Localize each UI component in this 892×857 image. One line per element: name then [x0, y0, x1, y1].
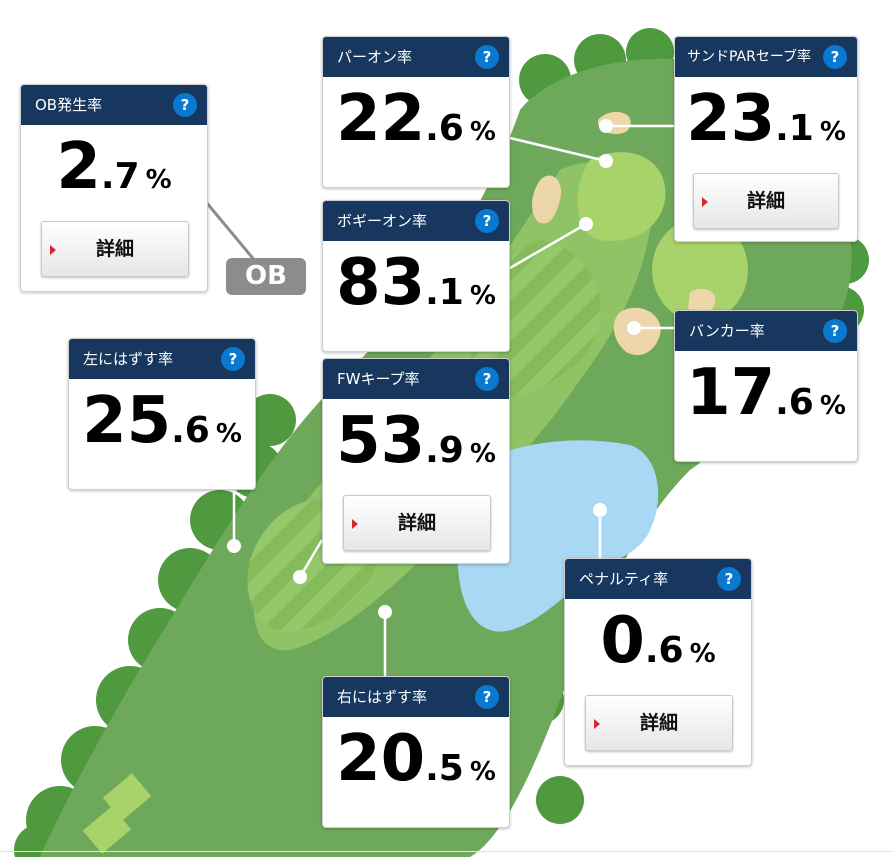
penalty-detail-button[interactable]: 詳細	[585, 695, 733, 751]
value-percent: %	[819, 117, 846, 147]
detail-label: 詳細	[746, 190, 785, 212]
detail-label: 詳細	[397, 512, 436, 534]
bunker-rate-header: バンカー率 ?	[675, 311, 857, 351]
arrow-right-icon	[352, 519, 358, 529]
arrow-right-icon	[702, 197, 708, 207]
sand-save-rate-header: サンドPARセーブ率 ?	[675, 37, 857, 77]
value-percent: %	[469, 439, 496, 469]
fw-keep-rate-value: 53.9%	[323, 405, 509, 493]
par-on-rate-label: パーオン率	[337, 48, 413, 66]
value-decimal: .7	[100, 156, 140, 197]
value-decimal: .1	[425, 272, 464, 313]
value-decimal: .6	[171, 410, 210, 451]
sand-save-rate-label: サンドPARセーブ率	[687, 49, 812, 65]
miss-left-rate-label: 左にはずす率	[83, 350, 174, 368]
value-decimal: .6	[425, 108, 464, 149]
help-icon[interactable]: ?	[823, 45, 847, 69]
value-percent: %	[215, 419, 242, 449]
value-integer: 0	[600, 604, 645, 678]
value-integer: 25	[82, 384, 172, 458]
bogey-on-rate-label: ボギーオン率	[337, 212, 428, 230]
bottom-divider	[0, 851, 892, 852]
bunker-rate-label: バンカー率	[689, 322, 765, 340]
value-decimal: .6	[644, 630, 684, 671]
fw-keep-rate-label: FWキープ率	[337, 370, 420, 388]
value-percent: %	[469, 757, 496, 787]
arrow-right-icon	[594, 719, 600, 729]
value-percent: %	[145, 165, 172, 195]
ob-rate-label: OB発生率	[35, 96, 103, 114]
ob-rate-card: OB発生率 ? 2.7% 詳細	[20, 84, 208, 292]
fw-keep-rate-header: FWキープ率 ?	[323, 359, 509, 399]
fairway-patch	[652, 218, 748, 322]
value-integer: 83	[336, 246, 426, 320]
bunker-rate-card: バンカー率 ? 17.6%	[674, 310, 858, 462]
miss-right-rate-header: 右にはずす率 ?	[323, 677, 509, 717]
help-icon[interactable]: ?	[717, 567, 741, 591]
penalty-rate-label: ペナルティ率	[579, 570, 669, 588]
miss-left-rate-card: 左にはずす率 ? 25.6%	[68, 338, 256, 490]
fw-keep-rate-card: FWキープ率 ? 53.9% 詳細	[322, 358, 510, 564]
detail-label: 詳細	[95, 238, 134, 260]
help-icon[interactable]: ?	[823, 319, 847, 343]
par-on-rate-card: パーオン率 ? 22.6%	[322, 36, 510, 188]
ob-detail-button[interactable]: 詳細	[41, 221, 189, 277]
fw-keep-detail-button[interactable]: 詳細	[343, 495, 491, 551]
help-icon[interactable]: ?	[221, 347, 245, 371]
value-decimal: .5	[425, 748, 464, 789]
tee-boxes	[82, 773, 152, 854]
value-integer: 53	[336, 404, 426, 478]
sand-save-detail-button[interactable]: 詳細	[693, 173, 839, 229]
help-icon[interactable]: ?	[475, 685, 499, 709]
value-decimal: .6	[775, 382, 814, 423]
ob-rate-value: 2.7%	[21, 131, 207, 219]
bogey-on-rate-card: ボギーオン率 ? 83.1%	[322, 200, 510, 352]
ob-marker: OB	[226, 258, 306, 295]
value-percent: %	[819, 391, 846, 421]
miss-right-rate-value: 20.5%	[323, 723, 509, 811]
par-on-rate-header: パーオン率 ?	[323, 37, 509, 77]
sand-save-rate-value: 23.1%	[675, 83, 857, 171]
bogey-on-rate-header: ボギーオン率 ?	[323, 201, 509, 241]
help-icon[interactable]: ?	[173, 93, 197, 117]
value-percent: %	[469, 117, 496, 147]
value-percent: %	[689, 639, 716, 669]
bunker-rate-value: 17.6%	[675, 357, 857, 445]
sand-save-rate-card: サンドPARセーブ率 ? 23.1% 詳細	[674, 36, 858, 242]
miss-left-rate-header: 左にはずす率 ?	[69, 339, 255, 379]
value-integer: 22	[336, 82, 426, 156]
ob-connector	[204, 201, 258, 263]
value-decimal: .1	[775, 108, 814, 149]
connector-lines	[232, 124, 674, 676]
help-icon[interactable]: ?	[475, 209, 499, 233]
help-icon[interactable]: ?	[475, 45, 499, 69]
miss-right-rate-card: 右にはずす率 ? 20.5%	[322, 676, 510, 828]
arrow-right-icon	[50, 245, 56, 255]
par-on-rate-value: 22.6%	[323, 83, 509, 171]
miss-right-rate-label: 右にはずす率	[337, 688, 428, 706]
ob-rate-header: OB発生率 ?	[21, 85, 207, 125]
bogey-on-rate-value: 83.1%	[323, 247, 509, 335]
green	[577, 152, 666, 241]
penalty-rate-header: ペナルティ率 ?	[565, 559, 751, 599]
value-integer: 2	[56, 130, 101, 204]
value-decimal: .9	[425, 430, 464, 471]
penalty-rate-value: 0.6%	[565, 605, 751, 693]
miss-left-rate-value: 25.6%	[69, 385, 255, 473]
penalty-rate-card: ペナルティ率 ? 0.6% 詳細	[564, 558, 752, 766]
value-integer: 23	[686, 82, 776, 156]
marker-dots	[227, 119, 641, 619]
detail-label: 詳細	[639, 712, 678, 734]
value-integer: 20	[336, 722, 426, 796]
value-integer: 17	[686, 356, 776, 430]
help-icon[interactable]: ?	[475, 367, 499, 391]
value-percent: %	[469, 281, 496, 311]
